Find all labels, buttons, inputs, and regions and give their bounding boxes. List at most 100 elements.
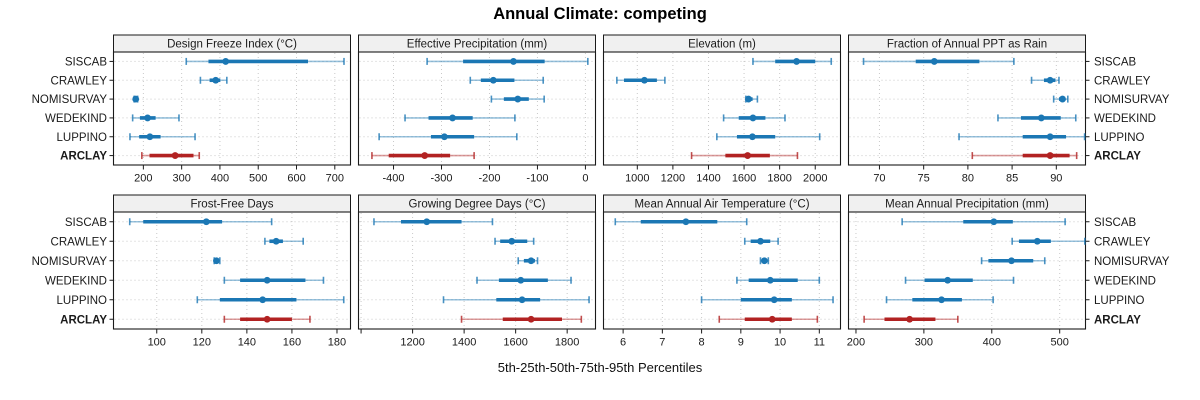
- x-tick-label: 160: [283, 337, 301, 349]
- site-label-right: WEDEKIND: [1094, 275, 1156, 287]
- series-luppino: [700, 296, 834, 304]
- x-tick-label: 140: [238, 337, 256, 349]
- series-arclay: [141, 152, 201, 160]
- median-dot: [766, 276, 774, 284]
- median-dot: [930, 58, 938, 65]
- median-dot: [938, 296, 945, 304]
- series-nomisurvay: [759, 257, 770, 265]
- median-dot: [1059, 95, 1066, 103]
- x-tick-label: 400: [211, 173, 229, 185]
- x-tick-label: 11: [814, 337, 825, 349]
- panel-4: Fraction of Annual PPT as Rain 70 75 80 85 90: [847, 34, 1087, 185]
- series-crawley: [616, 76, 666, 84]
- site-label-right: NOMISURVAY: [1094, 94, 1170, 106]
- panel-2: Effective Precipitation (mm) -400 -300 -200…: [357, 34, 597, 185]
- x-tick-label: 500: [249, 173, 267, 185]
- series-wedekind: [404, 114, 516, 122]
- panel-border: [847, 211, 1087, 330]
- panel-bg: [603, 52, 841, 165]
- median-dot: [517, 276, 525, 284]
- series-arclay: [460, 315, 583, 323]
- series-crawley: [1011, 237, 1086, 245]
- panel-border: [602, 211, 842, 330]
- site-label-left: SISCAB: [65, 56, 108, 68]
- site-label-right: ARCLAY: [1094, 151, 1141, 163]
- median-dot: [222, 58, 230, 65]
- site-label-right: SISCAB: [1094, 56, 1137, 68]
- x-tick-label: 1600: [503, 337, 527, 349]
- panel-6: Growing Degree Days (°C) 1200 1400 1600 1800: [357, 194, 597, 349]
- x-tick-label: 1000: [625, 173, 649, 185]
- median-dot: [793, 58, 800, 65]
- x-tick-label: 1600: [732, 173, 756, 185]
- series-wedekind: [722, 114, 786, 122]
- x-tick-label: 10: [774, 337, 786, 349]
- series-luppino: [378, 133, 518, 141]
- x-tick-label: 200: [847, 337, 865, 349]
- site-label-left: SISCAB: [65, 217, 108, 229]
- series-nomisurvay: [745, 95, 759, 103]
- series-wedekind: [736, 276, 821, 284]
- site-label-left: LUPPINO: [57, 295, 108, 307]
- series-siscab: [128, 218, 273, 226]
- x-tick-label: 120: [193, 337, 211, 349]
- x-tick-label: 100: [148, 337, 166, 349]
- figure-caption: 5th-25th-50th-75th-95th Percentiles: [497, 360, 703, 375]
- figure-title: Annual Climate: competing: [493, 5, 707, 23]
- median-dot: [757, 237, 764, 245]
- median-dot: [1046, 152, 1054, 159]
- site-label-right: CRAWLEY: [1094, 75, 1151, 87]
- x-tick-label: 85: [1006, 173, 1018, 185]
- site-label-left: ARCLAY: [60, 151, 107, 163]
- median-dot: [263, 315, 271, 323]
- panel-title: Design Freeze Index (°C): [167, 39, 297, 51]
- series-siscab: [426, 57, 589, 65]
- median-dot: [682, 218, 690, 226]
- x-tick-label: 180: [328, 337, 346, 349]
- series-luppino: [442, 296, 590, 304]
- median-dot: [440, 133, 448, 141]
- median-dot: [1046, 133, 1054, 141]
- x-tick-label: 400: [983, 337, 1001, 349]
- x-tick-label: 90: [1050, 173, 1062, 185]
- median-dot: [259, 296, 267, 304]
- x-tick-label: -100: [526, 173, 548, 185]
- series-nomisurvay: [517, 257, 539, 265]
- median-dot: [1008, 257, 1015, 265]
- x-tick-label: 75: [918, 173, 930, 185]
- median-dot: [527, 315, 535, 323]
- x-tick-label: 200: [134, 173, 152, 185]
- series-luppino: [716, 133, 821, 141]
- panel-8: Mean Annual Precipitation (mm) 200 300 400 5…: [847, 194, 1087, 349]
- panel-border: [847, 51, 1087, 166]
- median-dot: [518, 296, 526, 304]
- x-tick-label: 1800: [767, 173, 791, 185]
- series-arclay: [863, 315, 959, 323]
- site-label-right: ARCLAY: [1094, 314, 1141, 326]
- series-crawley: [199, 76, 228, 84]
- panel-title: Fraction of Annual PPT as Rain: [887, 39, 1047, 51]
- series-luppino: [129, 133, 196, 141]
- series-nomisurvay: [1052, 95, 1069, 103]
- series-luppino: [885, 296, 994, 304]
- panel-border: [602, 51, 842, 166]
- x-tick-label: -300: [430, 173, 452, 185]
- x-tick-label: 300: [172, 173, 190, 185]
- panel-bg: [358, 212, 596, 329]
- panel-title: Mean Annual Air Temperature (°C): [634, 199, 809, 211]
- x-tick-label: 600: [287, 173, 305, 185]
- series-luppino: [196, 296, 345, 304]
- site-label-left: WEDEKIND: [45, 113, 107, 125]
- site-label-left: CRAWLEY: [51, 75, 108, 87]
- panel-border: [357, 51, 597, 166]
- site-label-right: CRAWLEY: [1094, 236, 1151, 248]
- x-tick-label: 1200: [661, 173, 685, 185]
- x-tick-label: 700: [326, 173, 344, 185]
- series-siscab: [862, 57, 1015, 65]
- median-dot: [768, 315, 776, 323]
- series-wedekind: [476, 276, 572, 284]
- median-dot: [1033, 237, 1041, 245]
- median-dot: [489, 76, 497, 84]
- median-dot: [527, 257, 535, 265]
- series-siscab: [185, 57, 345, 65]
